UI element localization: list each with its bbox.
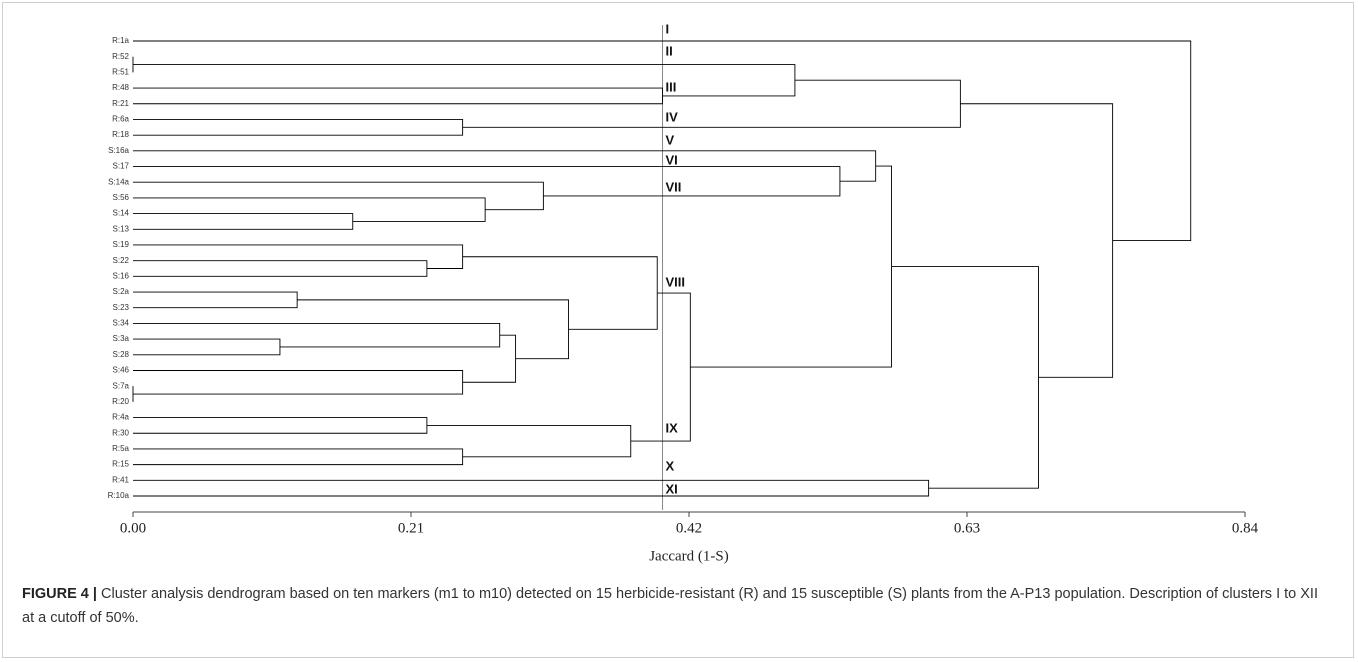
leaf-label: R:18	[112, 130, 129, 139]
merge-link	[133, 291, 298, 309]
leaf-label: R:15	[112, 460, 129, 469]
leaf-label: R:51	[112, 67, 129, 76]
merge-link	[133, 64, 796, 97]
merge-link	[462, 256, 658, 330]
leaf-label: S:46	[113, 366, 130, 375]
caption: FIGURE 4 | Cluster analysis dendrogram b…	[22, 582, 1332, 630]
x-tick-label: 0.63	[954, 520, 980, 536]
leaf-label: R:48	[112, 83, 129, 92]
cluster-label: IX	[666, 420, 679, 435]
leaf-label: S:14	[113, 209, 130, 218]
merge-link	[297, 299, 569, 360]
leaf-label: S:13	[113, 224, 130, 233]
merge-link	[426, 424, 632, 458]
cluster-label: VI	[666, 152, 678, 167]
leaf-label: R:10a	[108, 491, 130, 500]
leaf-label: R:21	[112, 99, 129, 108]
merge-link	[133, 448, 464, 466]
merge-link	[133, 370, 464, 395]
x-axis-label: Jaccard (1-S)	[649, 548, 729, 564]
leaf-label: S:56	[113, 193, 130, 202]
cluster-label: XI	[666, 481, 678, 496]
leaf-label: S:3a	[113, 334, 130, 343]
leaf-label: R:4a	[112, 413, 129, 422]
leaf-label: S:17	[113, 162, 130, 171]
cluster-label: IV	[666, 109, 679, 124]
merge-link	[133, 197, 486, 222]
merge-link	[133, 244, 464, 269]
cluster-label: V	[666, 132, 675, 147]
merge-link	[133, 322, 501, 348]
leaf-label: R:5a	[112, 444, 129, 453]
merge-link	[133, 87, 663, 105]
leaf-label: S:14a	[108, 177, 129, 186]
cluster-label: II	[666, 43, 673, 58]
leaf-label: R:41	[112, 475, 129, 484]
leaf-label: S:2a	[113, 287, 130, 296]
x-tick-label: 0.21	[398, 520, 424, 536]
merge-link	[630, 292, 691, 442]
x-tick-label: 0.84	[1232, 520, 1259, 536]
leaf-label: R:30	[112, 428, 129, 437]
leaf-label: S:7a	[113, 381, 130, 390]
merge-link	[133, 181, 544, 211]
leaf-label: S:16	[113, 271, 130, 280]
merge-link	[133, 119, 464, 136]
merge-link	[133, 213, 354, 230]
merge-link	[133, 338, 281, 356]
leaf-label: R:1a	[112, 36, 129, 45]
caption-text: Cluster analysis dendrogram based on ten…	[22, 586, 1318, 626]
leaf-label: S:28	[113, 350, 130, 359]
cluster-label: VIII	[666, 274, 686, 289]
cluster-label: X	[666, 458, 675, 473]
leaf-label: S:16a	[108, 146, 129, 155]
cluster-label: III	[666, 79, 677, 94]
merge-link	[133, 479, 930, 497]
merge-link	[462, 334, 517, 383]
leaf-label: S:23	[113, 303, 130, 312]
leaf-label: S:22	[113, 256, 130, 265]
merge-link	[133, 40, 1192, 242]
merge-link	[133, 150, 877, 182]
merge-link	[133, 260, 428, 277]
merge-link	[133, 417, 428, 434]
cluster-label: I	[666, 21, 670, 36]
leaf-label: R:52	[112, 52, 129, 61]
x-tick-label: 0.00	[120, 520, 146, 536]
merge-link	[891, 266, 1039, 489]
caption-label: FIGURE 4 |	[22, 586, 97, 602]
leaf-label: S:19	[113, 240, 130, 249]
merge-link	[960, 103, 1114, 378]
cluster-label: VII	[666, 179, 682, 194]
merge-link	[133, 166, 841, 197]
leaf-label: S:34	[113, 319, 130, 328]
leaf-label: R:6a	[112, 115, 129, 124]
leaf-label: R:20	[112, 397, 129, 406]
x-tick-label: 0.42	[676, 520, 702, 536]
chart: Jaccard (1-S) 0.00 0.21 0.42 0.63 0.84 R:1a R:…	[108, 21, 1259, 564]
